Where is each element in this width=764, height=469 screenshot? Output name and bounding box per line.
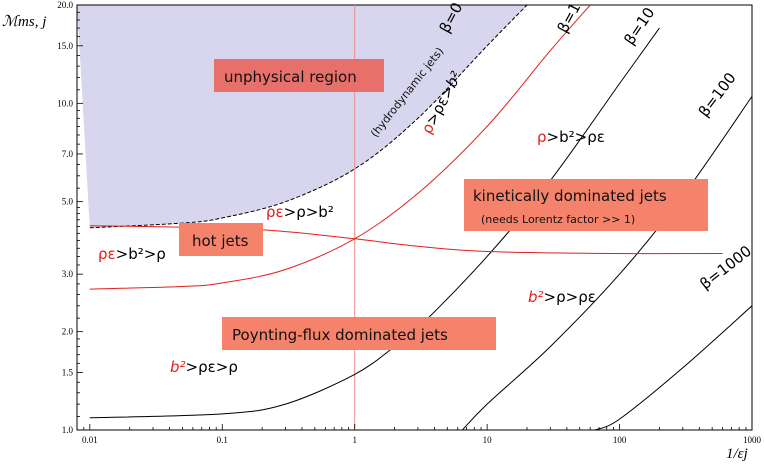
y-tick-label: 1.5	[62, 367, 74, 377]
curve-3	[462, 96, 752, 430]
y-axis-ticks: 1.0 1.5 2.0 3.0 5.0 7.0 10.0 15.0 20.0	[57, 0, 83, 435]
kinetic-jets-label: kinetically dominated jets	[473, 187, 667, 205]
x-tick-label: 10	[483, 435, 493, 445]
y-tick-label: 15.0	[57, 41, 73, 51]
y-axis-title: ℳms, j	[2, 14, 46, 30]
hot-jets-box	[179, 223, 263, 256]
y-tick-label: 7.0	[62, 149, 74, 159]
y-tick-label: 10.0	[57, 98, 73, 108]
curve-4	[594, 305, 752, 430]
unphysical-region-label: unphysical region	[224, 68, 357, 86]
plot-frame	[76, 4, 753, 431]
ineq-rho-b2-rhoeps: ρ>b²>ρε	[537, 128, 605, 146]
y-tick-label: 2.0	[62, 327, 74, 337]
y-tick-label: 20.0	[57, 0, 73, 10]
label-beta-10: β=10	[620, 4, 658, 48]
unphysical-region-box	[214, 59, 384, 92]
y-tick-label: 1.0	[62, 425, 74, 435]
hot-jets-label: hot jets	[192, 232, 249, 250]
ineq-rhoeps-rho-b2: ρε>ρ>b²	[266, 203, 334, 221]
y-tick-label: 5.0	[62, 197, 74, 207]
label-beta-1000: β=1000	[696, 242, 755, 293]
x-axis-title: 1/εj	[726, 446, 748, 462]
kinetic-jets-note: (needs Lorentz factor >> 1)	[481, 213, 635, 226]
poynting-jets-label: Poynting-flux dominated jets	[232, 326, 448, 344]
x-tick-label: 0.01	[82, 435, 98, 445]
poynting-jets-box	[222, 317, 496, 350]
x-tick-label: 100	[613, 435, 627, 445]
x-tick-label: 0.1	[217, 435, 228, 445]
ineq-b2-rhoeps-rho: b²>ρε>ρ	[170, 358, 238, 376]
x-tick-label: 1	[352, 435, 357, 445]
ineq-rhoeps-b2-rho: ρε>b²>ρ	[98, 245, 166, 263]
x-axis-ticks: 0.01 0.1 1 10 100 1000	[76, 424, 762, 445]
unphysical-region-shade	[77, 5, 527, 228]
y-tick-label: 3.0	[62, 269, 74, 279]
ineq-b2-rho-rhoeps: b²>ρ>ρε	[528, 288, 596, 306]
x-tick-label: 1000	[743, 435, 762, 445]
label-beta-100: β=100	[695, 69, 740, 120]
kinetic-jets-box	[464, 179, 708, 231]
